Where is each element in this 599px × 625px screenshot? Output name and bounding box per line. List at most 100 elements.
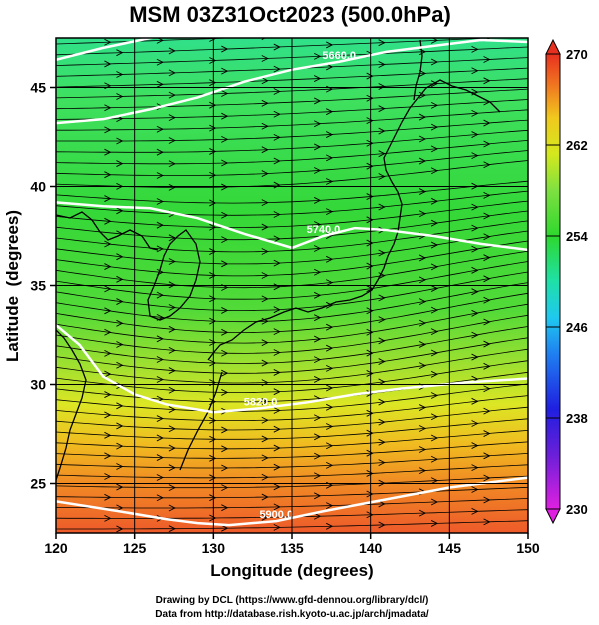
streamline-arrow xyxy=(418,276,427,284)
streamline-arrow xyxy=(273,503,281,511)
streamline-arrow xyxy=(418,509,427,517)
streamline-arrow xyxy=(471,397,479,405)
streamline-arrow xyxy=(104,349,112,357)
streamline-arrow xyxy=(209,295,217,303)
streamline-arrow xyxy=(221,349,229,357)
streamline-arrow xyxy=(273,211,281,218)
streamline-arrow xyxy=(314,197,322,204)
streamline-arrow xyxy=(104,217,112,225)
streamline-arrow xyxy=(209,57,217,64)
streamline-arrow xyxy=(116,319,124,327)
streamline-arrow xyxy=(261,77,269,85)
streamline-arrow xyxy=(366,511,374,519)
streamline-arrow xyxy=(221,484,229,492)
streamline-arrow xyxy=(366,470,374,477)
streamline-arrow xyxy=(314,221,322,228)
streamline-arrow xyxy=(418,210,427,218)
streamline-arrow xyxy=(168,406,176,413)
streamline-arrow xyxy=(104,148,112,156)
streamline-arrow xyxy=(209,101,217,109)
x-tick-label: 135 xyxy=(280,540,304,556)
gridlines xyxy=(56,38,528,533)
colorbar-tick-label: 270 xyxy=(566,47,588,62)
streamline-arrow xyxy=(261,513,269,521)
streamline-arrow xyxy=(104,514,112,522)
streamline-arrow xyxy=(116,275,124,283)
streamline-arrow xyxy=(366,72,374,80)
streamline-arrow xyxy=(366,307,374,315)
streamline-arrow xyxy=(104,307,112,315)
streamline-arrow xyxy=(116,463,124,470)
streamline-arrow xyxy=(273,463,281,471)
streamline-arrow xyxy=(116,298,124,305)
streamline-arrow xyxy=(221,236,229,244)
streamline-arrow xyxy=(471,507,479,515)
streamline-arrow xyxy=(221,45,229,53)
streamline-arrow xyxy=(366,429,374,437)
streamline-arrow xyxy=(116,483,124,491)
streamline-arrow xyxy=(483,254,491,262)
streamline-arrow xyxy=(221,369,229,377)
streamline-arrow xyxy=(366,239,374,247)
streamline-arrow xyxy=(430,285,439,292)
streamline-arrow xyxy=(156,221,164,229)
streamline-arrow xyxy=(209,223,217,231)
streamline-arrow xyxy=(116,137,124,145)
streamline-arrow xyxy=(326,301,334,309)
streamline-arrow xyxy=(472,25,478,31)
streamline-arrow xyxy=(471,288,479,296)
streamline-arrow xyxy=(326,208,334,216)
streamline-arrow xyxy=(314,314,322,322)
streamline-arrow xyxy=(471,486,479,493)
streamline-arrow xyxy=(326,63,334,71)
streamline-arrow xyxy=(378,173,386,180)
streamline-arrow xyxy=(483,362,491,370)
streamline-arrow xyxy=(366,328,374,336)
streamline-arrow xyxy=(314,291,322,299)
x-axis-ticks: 120 125 130 135 140 145 150 xyxy=(44,533,540,556)
streamline-arrow xyxy=(366,193,374,200)
streamline-arrow xyxy=(273,407,281,414)
streamline-arrow xyxy=(261,473,269,481)
streamline-arrow xyxy=(273,306,281,314)
contour-line xyxy=(56,201,528,252)
streamline-arrow xyxy=(483,474,491,482)
streamline-arrow xyxy=(483,340,491,348)
streamline-arrow xyxy=(419,27,425,33)
streamline-arrow xyxy=(471,420,479,427)
streamline-arrow xyxy=(483,77,491,85)
y-tick-label: 35 xyxy=(30,278,46,294)
streamline-arrow xyxy=(471,464,479,472)
streamline-arrow xyxy=(418,135,427,143)
colorbar-bottom-arrow xyxy=(545,508,561,525)
streamline-arrow xyxy=(261,99,269,107)
streamline-arrow xyxy=(366,94,374,102)
streamline-arrow xyxy=(221,211,229,219)
streamline-arrow xyxy=(168,484,176,492)
streamline-arrow xyxy=(104,431,112,439)
streamline-arrow xyxy=(366,162,374,170)
streamline-arrow xyxy=(430,349,439,357)
streamline-arrow xyxy=(326,403,334,411)
streamline-arrow xyxy=(273,328,281,336)
streamline-arrow xyxy=(418,446,427,453)
streamline-arrow xyxy=(261,122,269,130)
streamline-arrow xyxy=(430,123,439,131)
streamline-arrow xyxy=(221,183,229,191)
streamline-arrow xyxy=(366,117,374,125)
streamline-arrow xyxy=(116,49,124,57)
streamline-arrow xyxy=(156,125,164,133)
streamline-arrow xyxy=(168,114,176,122)
streamline-arrow xyxy=(168,504,176,512)
streamline-arrow xyxy=(366,449,374,457)
streamline-arrow xyxy=(116,422,124,430)
streamline-arrow xyxy=(378,500,386,508)
streamline-arrow xyxy=(471,266,479,274)
x-tick-label: 145 xyxy=(438,540,462,556)
streamline-arrow xyxy=(116,253,124,261)
streamline-arrow xyxy=(261,272,269,279)
streamline-arrow xyxy=(430,219,439,227)
streamline-arrow xyxy=(156,434,164,442)
streamline-arrow xyxy=(430,263,439,271)
streamline-arrow xyxy=(418,362,427,369)
